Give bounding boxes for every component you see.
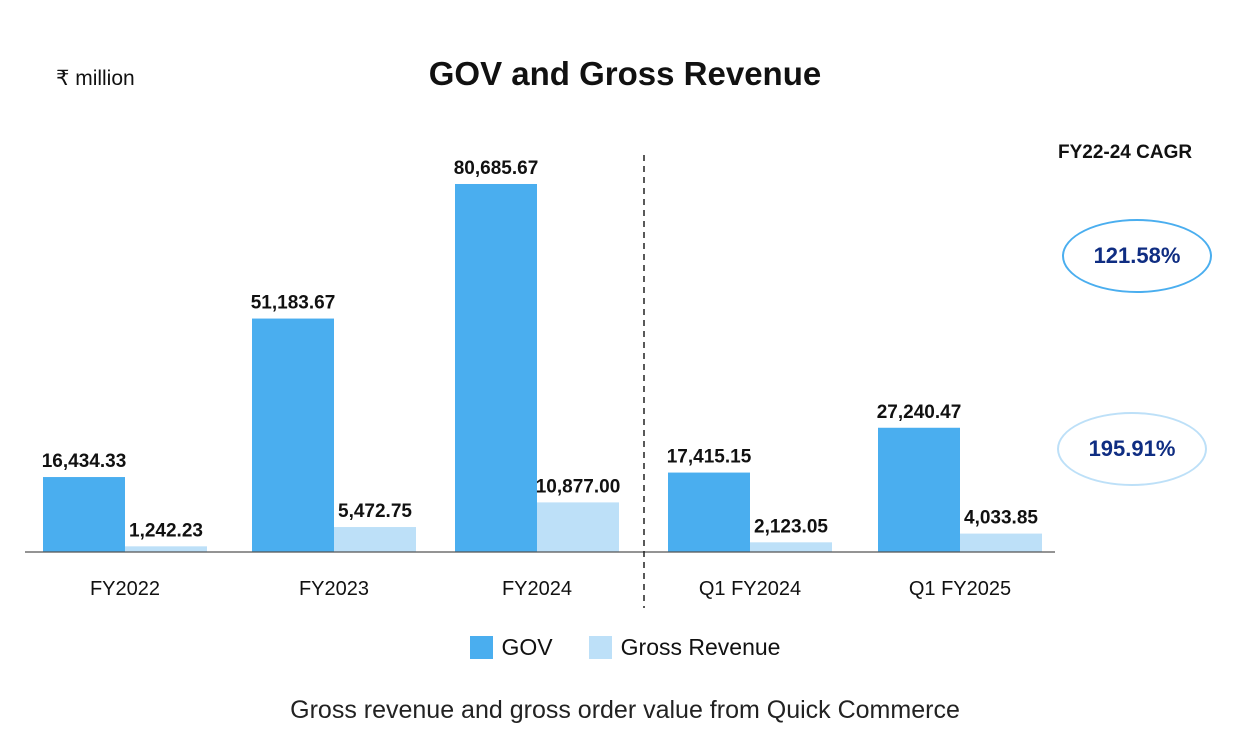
- x-tick-label-fy2023: FY2023: [299, 578, 369, 600]
- bar-gross-revenue-fy2022: [125, 546, 207, 552]
- bar-gross-revenue-q1-fy2025: [960, 533, 1042, 552]
- data-label-gross-revenue-fy2023: 5,472.75: [338, 501, 412, 522]
- data-label-gov-fy2022: 16,434.33: [42, 451, 127, 472]
- caption: Gross revenue and gross order value from…: [290, 696, 960, 724]
- bar-gross-revenue-q1-fy2024: [750, 542, 832, 552]
- bar-gross-revenue-fy2023: [334, 527, 416, 552]
- x-tick-label-fy2024: FY2024: [502, 578, 572, 600]
- bar-gov-fy2023: [252, 318, 334, 552]
- bar-gov-fy2022: [43, 477, 125, 552]
- legend-label-gov: GOV: [501, 634, 553, 660]
- legend-item-gov: GOV: [469, 634, 553, 661]
- legend-item-gross-revenue: Gross Revenue: [588, 634, 781, 661]
- bar-gov-fy2024: [455, 183, 537, 552]
- legend: GOV Gross Revenue: [0, 634, 1250, 661]
- data-label-gross-revenue-q1-fy2024: 2,123.05: [754, 516, 828, 537]
- data-label-gross-revenue-q1-fy2025: 4,033.85: [964, 508, 1038, 529]
- data-label-gross-revenue-fy2022: 1,242.23: [129, 520, 203, 541]
- gross-revenue-cagr-badge: 195.91%: [1057, 412, 1207, 486]
- x-tick-label-q1-fy2025: Q1 FY2025: [909, 578, 1011, 600]
- bar-gov-q1-fy2024: [668, 472, 750, 552]
- data-label-gov-q1-fy2025: 27,240.47: [877, 402, 962, 423]
- unit-label: ₹ million: [56, 67, 135, 90]
- x-tick-label-fy2022: FY2022: [90, 578, 160, 600]
- gov-cagr-badge: 121.58%: [1062, 219, 1212, 293]
- data-label-gov-q1-fy2024: 17,415.15: [667, 447, 752, 468]
- cagr-title: FY22-24 CAGR: [1058, 142, 1193, 163]
- bar-gov-q1-fy2025: [878, 427, 960, 552]
- data-label-gov-fy2024: 80,685.67: [454, 158, 539, 179]
- legend-label-gross-revenue: Gross Revenue: [620, 634, 781, 660]
- legend-swatch-gov: [469, 636, 493, 659]
- data-label-gross-revenue-fy2024: 10,877.00: [536, 476, 621, 497]
- legend-swatch-gross-revenue: [588, 636, 612, 659]
- chart-title: GOV and Gross Revenue: [428, 55, 822, 92]
- bar-gross-revenue-fy2024: [537, 502, 619, 552]
- data-label-gov-fy2023: 51,183.67: [251, 293, 336, 314]
- x-tick-label-q1-fy2024: Q1 FY2024: [699, 578, 801, 600]
